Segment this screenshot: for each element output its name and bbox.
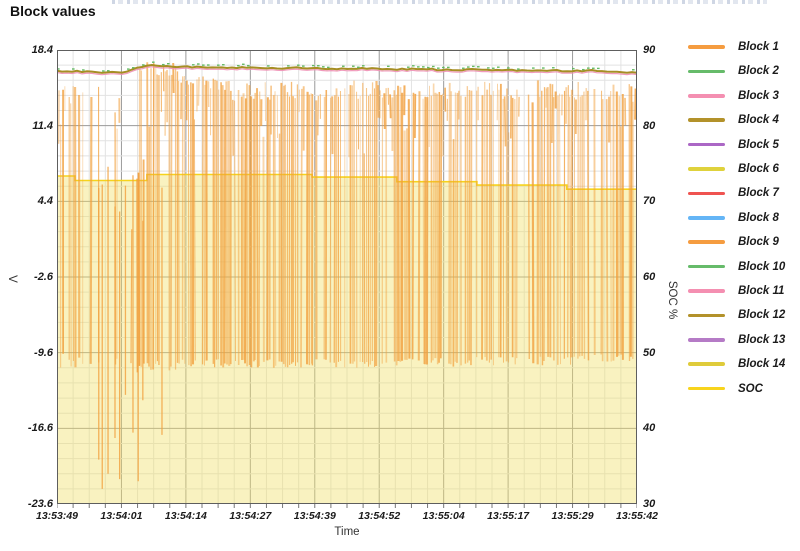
legend-line-swatch (688, 69, 725, 74)
x-tick-label: 13:54:14 (164, 510, 207, 522)
y-right-tick-label: 90 (643, 44, 656, 56)
y-left-tick-label: 18.4 (31, 44, 53, 56)
legend-item-block-14[interactable]: Block 14 (688, 355, 785, 373)
legend-line-swatch (688, 118, 725, 122)
legend-item-block-11[interactable]: Block 11 (688, 282, 784, 300)
legend-line-swatch (688, 264, 725, 269)
y-right-tick-label: 80 (643, 119, 656, 132)
x-tick-label: 13:55:04 (422, 510, 465, 522)
y-axis-left-title: V (6, 275, 18, 283)
x-tick-label: 13:54:52 (358, 510, 401, 522)
y-axis-right-title: SOC % (666, 280, 678, 320)
legend-line-swatch (688, 45, 725, 49)
legend-item-block-9[interactable]: Block 9 (688, 233, 779, 251)
y-right-tick-label: 50 (643, 346, 656, 359)
legend-line-swatch (688, 142, 725, 147)
legend-item-label: Block 12 (738, 309, 786, 322)
legend-line-swatch (688, 191, 725, 196)
y-left-tick-label: -16.6 (27, 422, 53, 435)
legend-line-swatch (688, 362, 725, 366)
x-tick-label: 13:54:39 (293, 510, 336, 522)
legend-item-block-7[interactable]: Block 7 (688, 184, 779, 202)
x-axis-title: Time (334, 526, 360, 538)
legend-item-label: Block 4 (738, 114, 779, 127)
legend-item-label: Block 6 (738, 163, 779, 175)
legend-item-label: Block 3 (738, 89, 779, 102)
x-tick-label: 13:55:17 (487, 510, 530, 522)
legend-item-label: Block 8 (738, 211, 779, 224)
chart-title: Block values (10, 3, 96, 19)
y-right-tick-label: 40 (643, 422, 656, 435)
x-tick-label: 13:53:49 (35, 510, 79, 522)
legend-item-block-4[interactable]: Block 4 (688, 111, 779, 129)
legend-item-block-3[interactable]: Block 3 (688, 87, 779, 105)
legend-line-swatch (688, 313, 725, 318)
legend-item-block-10[interactable]: Block 10 (688, 258, 785, 276)
legend-line-swatch (688, 338, 725, 342)
legend-item-block-12[interactable]: Block 12 (688, 306, 785, 324)
legend-item-label: SOC (738, 382, 763, 395)
legend-item-block-2[interactable]: Block 2 (688, 62, 779, 80)
chart-canvas (56, 50, 638, 508)
legend-item-label: Block 11 (738, 285, 785, 297)
legend-item-block-1[interactable]: Block 1 (688, 38, 779, 56)
legend-line-swatch (688, 167, 725, 171)
legend-item-label: Block 2 (738, 65, 779, 78)
x-tick-label: 13:55:42 (615, 510, 659, 522)
legend-item-label: Block 13 (738, 333, 786, 346)
legend-item-label: Block 10 (738, 260, 786, 273)
legend-item-block-6[interactable]: Block 6 (688, 160, 779, 178)
y-left-tick-label: 11.4 (32, 119, 53, 132)
legend-item-label: Block 9 (738, 236, 779, 249)
legend-line-swatch (688, 240, 725, 244)
legend-line-swatch (688, 289, 725, 293)
y-right-tick-label: 30 (643, 498, 656, 510)
legend-item-block-13[interactable]: Block 13 (688, 331, 785, 349)
y-left-tick-label: -9.6 (34, 346, 53, 359)
legend-item-label: Block 5 (738, 138, 779, 151)
legend-item-soc[interactable]: SOC (688, 380, 763, 398)
y-left-tick-label: 4.4 (37, 195, 53, 208)
legend-item-block-8[interactable]: Block 8 (688, 209, 779, 227)
plot-area[interactable] (56, 50, 638, 510)
x-tick-label: 13:54:27 (229, 510, 272, 522)
legend-line-swatch (688, 386, 725, 391)
y-left-tick-label: -23.6 (27, 498, 53, 510)
legend-item-label: Block 7 (738, 187, 779, 200)
legend-line-swatch (688, 216, 725, 220)
y-right-tick-label: 70 (643, 195, 656, 208)
x-tick-label: 13:55:29 (551, 510, 594, 522)
legend-line-swatch (688, 94, 725, 98)
x-tick-label: 13:54:01 (100, 510, 143, 522)
cropped-text-strip (112, 0, 767, 4)
legend-item-label: Block 1 (738, 41, 779, 53)
legend-item-label: Block 14 (738, 358, 786, 371)
legend-item-block-5[interactable]: Block 5 (688, 136, 779, 154)
